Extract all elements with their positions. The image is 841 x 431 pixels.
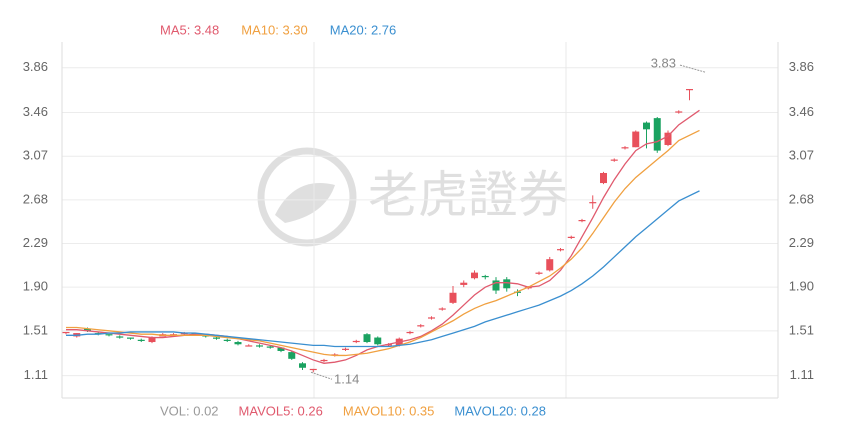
candle-body <box>686 89 693 91</box>
y-tick-label: 2.68 <box>23 191 48 206</box>
volume-label: MAVOL20: 0.28 <box>454 403 546 418</box>
watermark-text: 老虎證券 <box>368 167 568 223</box>
candle-body <box>320 359 328 362</box>
candle-body <box>245 345 253 347</box>
candle-body <box>116 336 124 338</box>
candle-body <box>492 280 500 291</box>
y-tick-label: 3.07 <box>23 148 48 163</box>
y-tick-label: 1.90 <box>23 279 48 294</box>
annotation-leader <box>310 371 333 380</box>
candle-body <box>471 272 478 279</box>
y-tick-label: 3.46 <box>23 104 48 119</box>
candle-body <box>428 317 435 319</box>
candle-body <box>557 249 564 251</box>
candle-body <box>675 111 683 113</box>
candle-body <box>535 272 543 274</box>
candle-body <box>406 331 414 334</box>
candle-body <box>148 337 156 343</box>
candle-body <box>223 339 231 341</box>
candle-body <box>105 334 113 336</box>
candle-body <box>84 328 91 331</box>
y-tick-label-right: 3.07 <box>789 148 814 163</box>
candle-body <box>460 282 468 285</box>
candle-body <box>288 352 296 359</box>
candle-body <box>299 363 306 368</box>
candle-body <box>600 172 607 184</box>
watermark: 老虎證券 <box>257 147 568 247</box>
candle-body <box>449 292 457 303</box>
candle-body <box>266 346 274 348</box>
candle-body <box>632 131 640 148</box>
y-tick-label: 1.51 <box>23 322 48 337</box>
ma-line <box>66 190 700 348</box>
y-tick-label-right: 3.46 <box>789 104 814 119</box>
candle-body <box>277 347 285 351</box>
y-tick-label: 2.29 <box>23 235 48 250</box>
candle-body <box>438 308 446 310</box>
y-tick-label-right: 2.68 <box>789 191 814 206</box>
candle-body <box>417 325 425 327</box>
candle-body <box>342 348 349 350</box>
legend-entry: MA20: 2.76 <box>330 22 397 37</box>
y-tick-label-right: 1.11 <box>790 367 814 382</box>
candle-body <box>503 279 511 289</box>
y-tick-label-right: 3.86 <box>789 59 814 74</box>
candle-body <box>664 132 672 145</box>
candle-body <box>309 368 317 371</box>
ma-line <box>66 109 700 364</box>
candle-body <box>213 337 220 339</box>
candle-body <box>578 220 586 222</box>
ma-line <box>66 129 700 357</box>
candle-body <box>363 334 371 343</box>
candle-body <box>481 275 489 278</box>
candle-body <box>256 345 263 347</box>
candle-body <box>374 337 382 345</box>
candle-body <box>234 342 242 345</box>
candle-body <box>589 202 597 204</box>
candle-body <box>653 118 661 151</box>
annotation: 1.14 <box>334 372 359 387</box>
candle-body <box>137 339 145 341</box>
volume-label: MAVOL10: 0.35 <box>343 403 435 418</box>
candle-body <box>62 331 70 334</box>
candle-body <box>352 340 360 343</box>
y-tick-label: 1.11 <box>24 367 48 382</box>
candle-body <box>643 122 650 130</box>
watermark-logo <box>257 147 357 247</box>
y-tick-label-right: 2.29 <box>789 235 814 250</box>
y-tick-label-right: 1.90 <box>789 279 814 294</box>
annotation-leader <box>679 64 706 73</box>
candle-body <box>567 236 575 238</box>
candle-body <box>127 337 134 339</box>
legend-entry: MA5: 3.48 <box>160 22 219 37</box>
volume-label: MAVOL5: 0.26 <box>239 403 323 418</box>
watermark-logo-mark <box>275 183 335 223</box>
candle-body <box>610 159 618 161</box>
legend-entry: MA10: 3.30 <box>241 22 308 37</box>
y-tick-label-right: 1.51 <box>789 322 814 337</box>
candle-body <box>621 147 629 149</box>
candle-body <box>546 259 554 271</box>
annotation: 3.83 <box>651 56 676 71</box>
volume-label: VOL: 0.02 <box>160 403 219 418</box>
y-tick-label: 3.86 <box>23 59 48 74</box>
